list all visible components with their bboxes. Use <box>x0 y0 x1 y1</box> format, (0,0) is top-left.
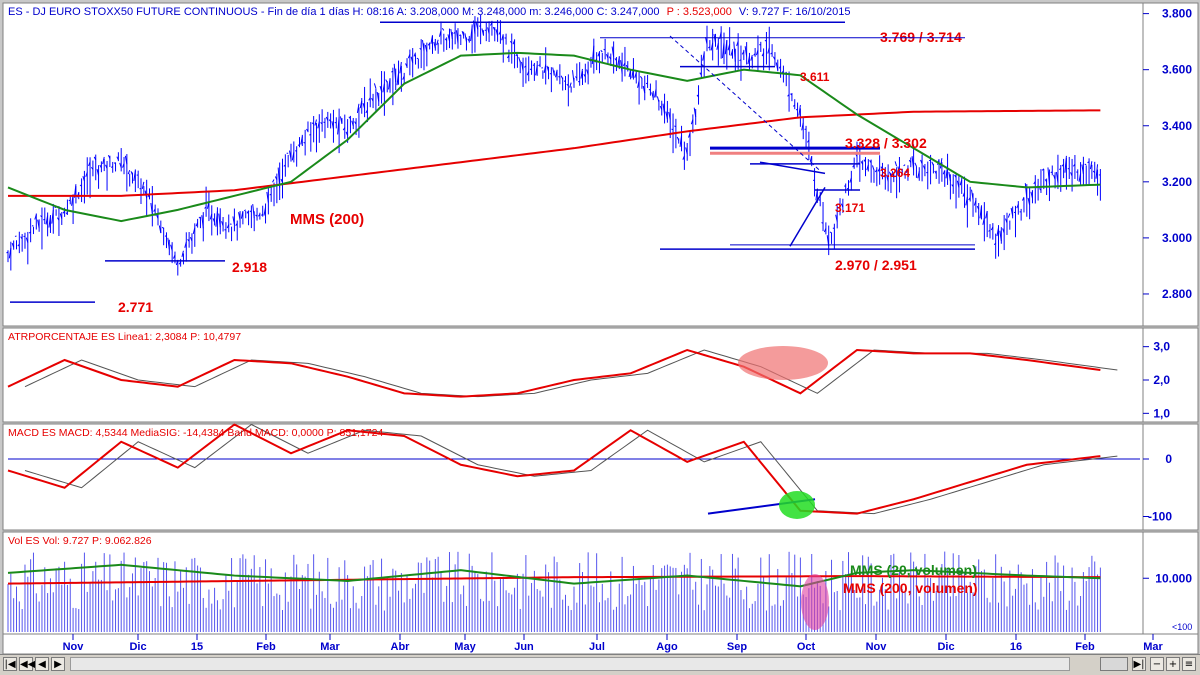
navigation-bar: |◀ ◀◀ ◀ ▶ ▶| − + ≡ <box>0 654 1200 675</box>
x-tick-label: Abr <box>391 641 411 653</box>
x-tick-label: Jul <box>589 641 605 653</box>
volume-sma-20-label: MMS (20, volumen) <box>850 562 977 578</box>
x-tick-label: 15 <box>191 641 203 653</box>
x-tick-label: May <box>454 641 476 653</box>
level-label: 3.769 / 3.714 <box>880 29 962 45</box>
price-bar-open <box>165 236 167 237</box>
volume-highlight <box>801 574 829 630</box>
x-tick-label: Nov <box>63 641 85 653</box>
price-bar-open <box>674 126 676 127</box>
price-y-tick-label: 3.200 <box>1162 175 1192 189</box>
price-bar-open <box>1085 164 1087 165</box>
zoom-in-icon[interactable]: + <box>1166 657 1180 671</box>
price-panel <box>3 3 1143 326</box>
level-label: 2.918 <box>232 259 267 275</box>
price-bar-open <box>479 26 481 27</box>
atr-highlight <box>738 346 828 380</box>
price-bar-open <box>43 219 45 220</box>
x-tick-label: 16 <box>1010 641 1022 653</box>
price-bar-open <box>459 35 461 36</box>
level-label: 2.970 / 2.951 <box>835 257 917 273</box>
zoom-out-icon[interactable]: − <box>1150 657 1164 671</box>
header-p-value: P : 3.523,000 <box>667 6 732 18</box>
x-tick-label: Feb <box>256 641 276 653</box>
price-y-tick-label: 3.800 <box>1162 7 1192 21</box>
volume-sma-200-label: MMS (200, volumen) <box>843 580 978 596</box>
x-tick-label: Sep <box>727 641 747 653</box>
x-tick-label: Nov <box>866 641 888 653</box>
x-tick-label: Dic <box>937 641 954 653</box>
price-bar-open <box>796 109 798 110</box>
price-bar-open <box>391 71 393 72</box>
macd-title: MACD ES MACD: 4,5344 MediaSIG: -14,4384 … <box>8 427 383 439</box>
horizontal-scrollbar[interactable] <box>70 657 1070 671</box>
x-tick-label: Ago <box>656 641 678 653</box>
price-bar-open <box>114 163 116 164</box>
macd-panel <box>3 424 1143 530</box>
macd-y-tick-label: -100 <box>1148 510 1172 524</box>
header-tail: V: 9.727 F: 16/10/2015 <box>739 6 851 18</box>
atr-title: ATRPORCENTAJE ES Linea1: 2,3084 P: 10,47… <box>8 331 241 343</box>
price-bar-open <box>69 200 71 201</box>
price-y-tick-label: 3.600 <box>1162 63 1192 77</box>
atr-y-tick-label: 2,0 <box>1153 373 1170 387</box>
chart-header: ES - DJ EURO STOXX50 FUTURE CONTINUOUS -… <box>8 6 850 18</box>
price-y-tick-label: 2.800 <box>1162 287 1192 301</box>
scroll-end-icon[interactable]: ▶| <box>1132 657 1146 671</box>
price-bar-open <box>558 77 560 78</box>
first-icon[interactable]: |◀ <box>3 657 17 671</box>
price-bar-open <box>672 129 674 130</box>
macd-y-tick-label: 0 <box>1165 452 1172 466</box>
level-label: 3.171 <box>835 201 865 215</box>
header-title: ES - DJ EURO STOXX50 FUTURE CONTINUOUS -… <box>8 6 660 18</box>
price-bar-open <box>649 89 651 90</box>
macd-highlight <box>779 491 815 519</box>
atr-axis-panel <box>1143 328 1198 422</box>
price-bar-open <box>261 215 263 216</box>
x-tick-label: Jun <box>514 641 534 653</box>
x-tick-label: Oct <box>797 641 816 653</box>
volume-corner-label: <100 <box>1172 622 1192 632</box>
x-tick-label: Mar <box>1143 641 1163 653</box>
page-back-icon[interactable]: ◀◀ <box>19 657 33 671</box>
scroll-thumb[interactable] <box>1100 657 1128 671</box>
back-icon[interactable]: ◀ <box>35 657 49 671</box>
price-y-tick-label: 3.400 <box>1162 119 1192 133</box>
price-bar-open <box>505 38 507 39</box>
atr-y-tick-label: 1,0 <box>1153 406 1170 420</box>
forward-icon[interactable]: ▶ <box>51 657 65 671</box>
settings-icon[interactable]: ≡ <box>1182 657 1196 671</box>
sma-200-label: MMS (200) <box>290 211 364 228</box>
price-bar-open <box>533 65 535 66</box>
volume-title: Vol ES Vol: 9.727 P: 9.062.826 <box>8 535 152 547</box>
price-bar-open <box>298 145 300 146</box>
level-label: 2.771 <box>118 299 153 315</box>
x-tick-label: Mar <box>320 641 340 653</box>
price-bar-open <box>822 223 824 224</box>
price-axis-panel <box>1143 3 1198 326</box>
x-tick-label: Feb <box>1075 641 1095 653</box>
level-label: 3.264 <box>880 166 910 180</box>
volume-y-tick-label: 10.000 <box>1155 571 1192 585</box>
level-label: 3.328 / 3.302 <box>845 135 927 151</box>
atr-y-tick-label: 3,0 <box>1153 340 1170 354</box>
price-y-tick-label: 3.000 <box>1162 231 1192 245</box>
level-label: 3.611 <box>800 70 830 84</box>
x-tick-label: Dic <box>129 641 146 653</box>
